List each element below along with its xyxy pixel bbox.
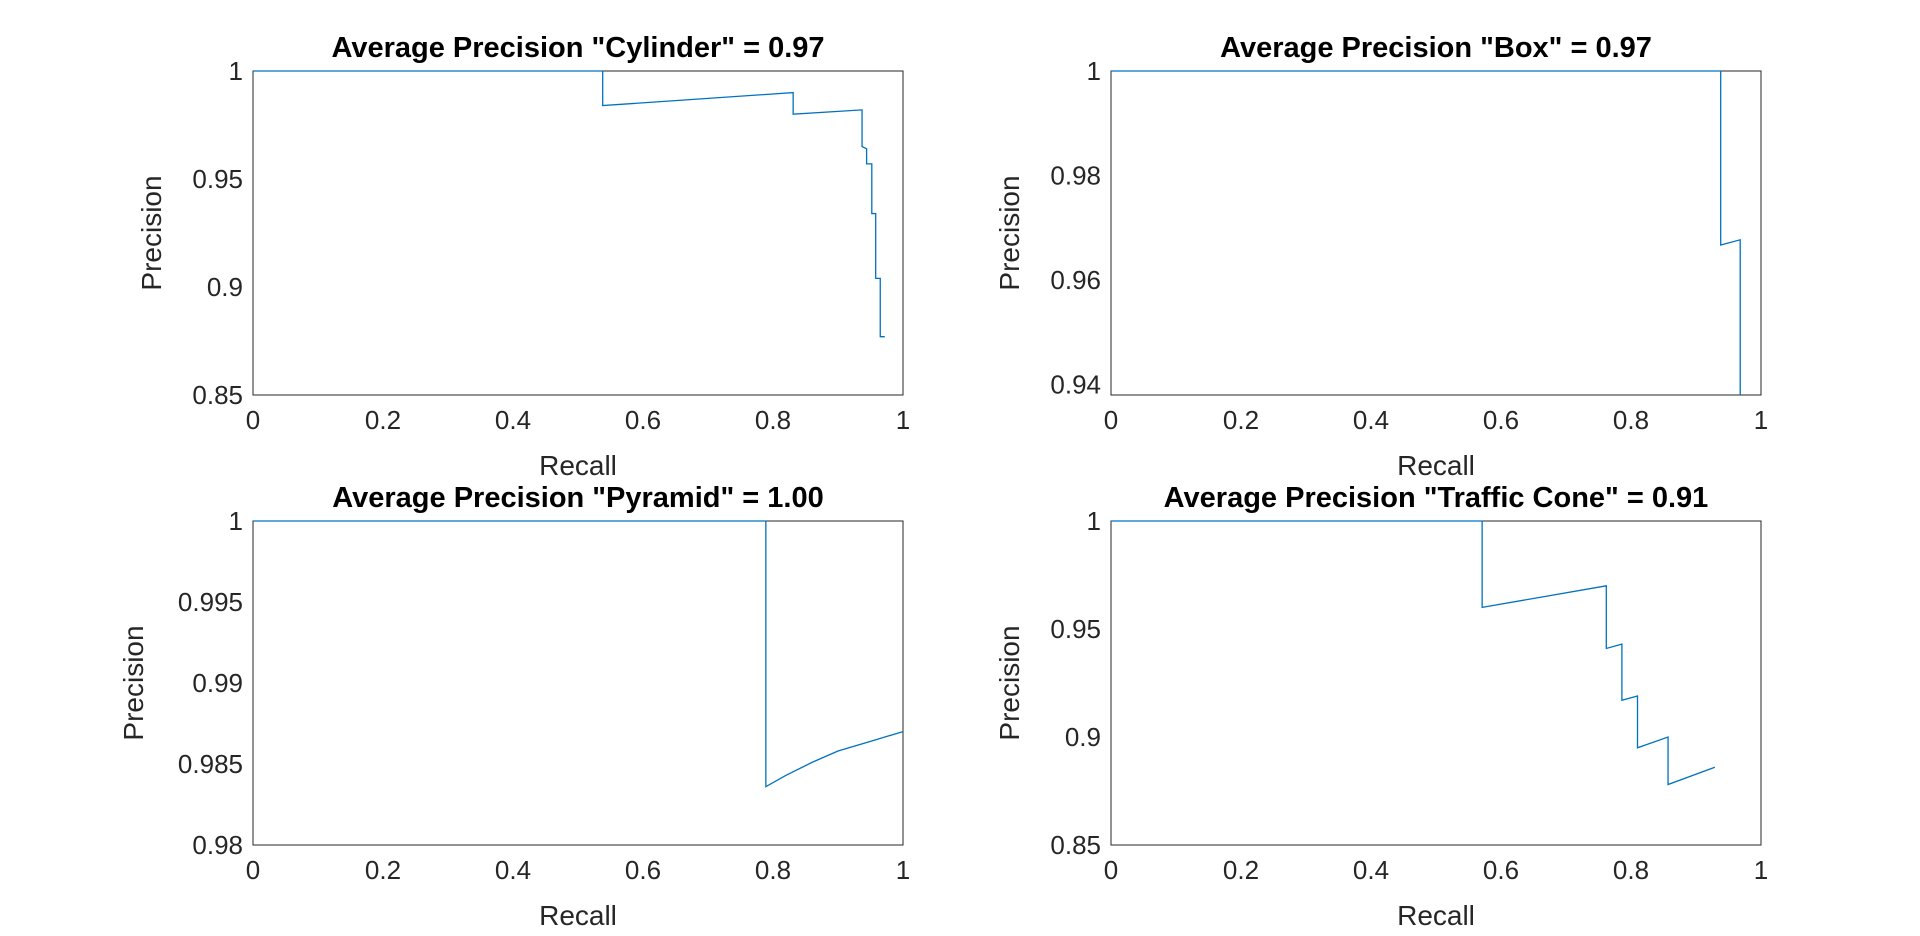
x-tick-label: 0.8 bbox=[1613, 405, 1649, 435]
x-tick-label: 1 bbox=[896, 405, 910, 435]
x-tick-label: 1 bbox=[896, 855, 910, 885]
precision-recall-curve bbox=[1111, 520, 1716, 786]
y-tick-label: 0.9 bbox=[207, 272, 243, 302]
x-tick-label: 0.4 bbox=[495, 855, 531, 885]
chart-title: Average Precision "Pyramid" = 1.00 bbox=[332, 482, 824, 514]
tick-labels: 0 0.2 0.4 0.6 0.8 1 0.94 0.96 0.98 1 bbox=[1050, 56, 1768, 435]
tick-labels: 0 0.2 0.4 0.6 0.8 1 0.85 0.9 0.95 1 bbox=[1050, 506, 1768, 885]
subplot-box: 0 0.2 0.4 0.6 0.8 1 0.94 0.96 0.98 1 Average Prec… bbox=[994, 32, 1768, 481]
x-tick-label: 0.4 bbox=[1353, 855, 1389, 885]
chart-title: Average Precision "Cylinder" = 0.97 bbox=[331, 32, 824, 64]
y-tick-label: 0.96 bbox=[1050, 265, 1101, 295]
subplot-cylinder: 0 0.2 0.4 0.6 0.8 1 0.85 0.9 0.95 1 Average Preci… bbox=[136, 32, 910, 481]
plot-frame bbox=[252, 520, 904, 846]
plot-frame bbox=[252, 70, 904, 396]
x-tick-label: 0.4 bbox=[1353, 405, 1389, 435]
x-axis-label: Recall bbox=[539, 900, 617, 931]
y-tick-label: 0.85 bbox=[192, 380, 243, 410]
y-tick-label: 0.95 bbox=[1050, 614, 1101, 644]
y-axis-label: Precision bbox=[118, 625, 149, 740]
x-tick-label: 0 bbox=[246, 405, 260, 435]
x-tick-label: 0.8 bbox=[1613, 855, 1649, 885]
x-axis-label: Recall bbox=[1397, 900, 1475, 931]
subplot-traffic-cone: 0 0.2 0.4 0.6 0.8 1 0.85 0.9 0.95 1 Average Preci… bbox=[994, 482, 1768, 931]
x-tick-label: 1 bbox=[1754, 405, 1768, 435]
x-axis-label: Recall bbox=[539, 450, 617, 481]
y-tick-label: 0.94 bbox=[1050, 370, 1101, 400]
precision-recall-curve bbox=[1111, 70, 1741, 395]
plot-frame bbox=[1110, 520, 1762, 846]
y-tick-label: 0.995 bbox=[178, 587, 243, 617]
chart-title: Average Precision "Traffic Cone" = 0.91 bbox=[1164, 482, 1709, 514]
x-tick-label: 0.2 bbox=[1223, 855, 1259, 885]
x-tick-label: 0 bbox=[1104, 405, 1118, 435]
subplot-pyramid: 0 0.2 0.4 0.6 0.8 1 0.98 0.985 0.99 0.995 1 Averag… bbox=[118, 482, 910, 931]
x-axis-label: Recall bbox=[1397, 450, 1475, 481]
x-tick-label: 0.6 bbox=[1483, 855, 1519, 885]
y-axis-label: Precision bbox=[136, 175, 167, 290]
x-tick-label: 0.8 bbox=[755, 855, 791, 885]
y-tick-label: 1 bbox=[229, 56, 243, 86]
precision-recall-curve bbox=[253, 520, 904, 788]
y-tick-label: 1 bbox=[1087, 506, 1101, 536]
x-tick-label: 0.6 bbox=[1483, 405, 1519, 435]
tick-labels: 0 0.2 0.4 0.6 0.8 1 0.98 0.985 0.99 0.995 1 bbox=[178, 506, 910, 885]
x-tick-label: 0 bbox=[1104, 855, 1118, 885]
y-axis-label: Precision bbox=[994, 175, 1025, 290]
y-tick-label: 1 bbox=[229, 506, 243, 536]
y-tick-label: 0.99 bbox=[192, 668, 243, 698]
x-tick-label: 0.2 bbox=[1223, 405, 1259, 435]
chart-title: Average Precision "Box" = 0.97 bbox=[1220, 32, 1652, 64]
y-tick-label: 0.85 bbox=[1050, 830, 1101, 860]
plot-frame bbox=[1110, 70, 1762, 396]
x-tick-label: 1 bbox=[1754, 855, 1768, 885]
x-tick-label: 0.2 bbox=[365, 855, 401, 885]
x-tick-label: 0 bbox=[246, 855, 260, 885]
x-tick-label: 0.8 bbox=[755, 405, 791, 435]
y-tick-label: 1 bbox=[1087, 56, 1101, 86]
y-tick-label: 0.985 bbox=[178, 749, 243, 779]
precision-recall-curve bbox=[253, 70, 885, 338]
tick-labels: 0 0.2 0.4 0.6 0.8 1 0.85 0.9 0.95 1 bbox=[192, 56, 910, 435]
x-tick-label: 0.4 bbox=[495, 405, 531, 435]
x-tick-label: 0.6 bbox=[625, 855, 661, 885]
y-axis-label: Precision bbox=[994, 625, 1025, 740]
x-tick-label: 0.2 bbox=[365, 405, 401, 435]
y-tick-label: 0.95 bbox=[192, 164, 243, 194]
y-tick-label: 0.98 bbox=[1050, 161, 1101, 191]
y-tick-label: 0.98 bbox=[192, 830, 243, 860]
x-tick-label: 0.6 bbox=[625, 405, 661, 435]
y-tick-label: 0.9 bbox=[1065, 722, 1101, 752]
